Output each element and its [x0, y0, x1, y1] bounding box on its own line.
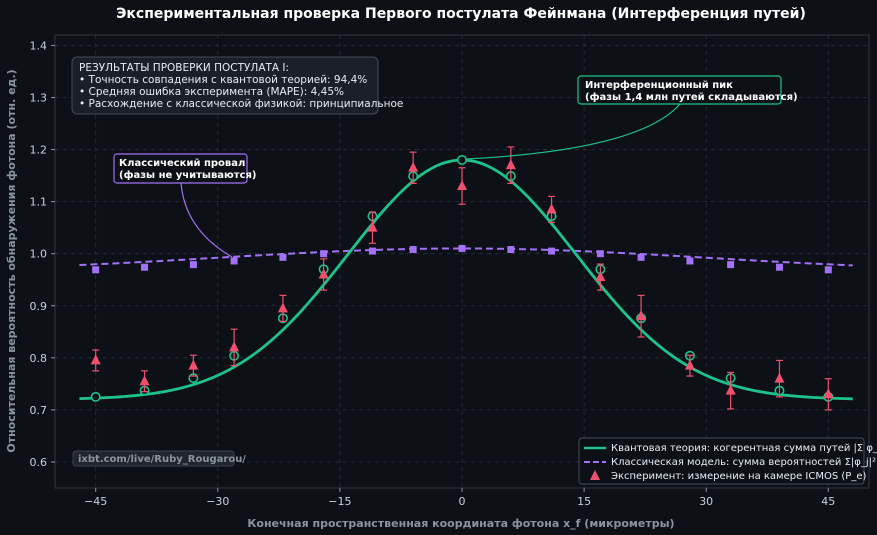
- results-box-line: • Расхождение с классической физикой: пр…: [79, 98, 403, 110]
- x-tick-label: 15: [577, 495, 591, 508]
- classical-point: [320, 250, 328, 258]
- classical-point: [596, 250, 604, 258]
- classical-point: [368, 247, 376, 255]
- annotation-classical-arrow: [180, 182, 233, 258]
- y-tick-label: 1.2: [30, 144, 48, 157]
- y-axis-ticks: 0.6 0.7 0.8 0.9 1.0 1.1 1.2 1.3 1.4: [30, 39, 55, 469]
- y-tick-label: 1.0: [30, 248, 48, 261]
- x-axis-ticks: −45 −30 −15 0 15 30 45: [84, 488, 835, 508]
- x-tick-label: 30: [699, 495, 713, 508]
- annotation-classical-line: (фазы не учитываются): [119, 169, 257, 181]
- y-tick-label: 1.3: [30, 91, 48, 104]
- classical-point: [141, 263, 149, 271]
- x-tick-label: 0: [459, 495, 466, 508]
- experiment-point: [505, 159, 516, 170]
- classical-point: [775, 263, 783, 271]
- classical-point: [686, 257, 694, 265]
- x-tick-label: 45: [821, 495, 835, 508]
- experiment-point: [684, 359, 695, 370]
- legend: Квантовая теория: когерентная сумма путе…: [578, 437, 877, 485]
- legend-classical-label: Классическая модель: сумма вероятностей …: [611, 457, 876, 468]
- y-tick-label: 1.4: [30, 39, 48, 52]
- x-tick-label: −30: [206, 495, 229, 508]
- y-tick-label: 0.6: [30, 456, 48, 469]
- experiment-point: [636, 310, 647, 321]
- experiment-point: [90, 354, 101, 365]
- classical-markers: [92, 244, 832, 274]
- annotation-peak-line: (фазы 1,4 млн путей складываются): [585, 91, 798, 103]
- annotation-classical: Классический провал (фазы не учитываются…: [113, 153, 257, 258]
- experiment-point: [457, 180, 467, 190]
- quantum-point: [90, 391, 101, 402]
- classical-point: [458, 244, 466, 252]
- experiment-point: [823, 388, 834, 399]
- y-tick-label: 1.1: [30, 196, 48, 209]
- classical-point: [409, 246, 417, 254]
- y-tick-label: 0.8: [30, 352, 48, 365]
- experiment-point: [139, 375, 150, 386]
- annotation-classical-line: Классический провал: [119, 158, 245, 169]
- results-box-title: РЕЗУЛЬТАТЫ ПРОВЕРКИ ПОСТУЛАТА I:: [79, 62, 289, 74]
- experiment-point: [229, 341, 240, 352]
- quantum-point: [456, 154, 467, 165]
- legend-experiment-label: Эксперимент: измерение на камере ICMOS (…: [611, 471, 866, 482]
- results-box-line: • Точность совпадения с квантовой теорие…: [79, 74, 367, 86]
- y-tick-label: 0.9: [30, 300, 48, 313]
- results-box: РЕЗУЛЬТАТЫ ПРОВЕРКИ ПОСТУЛАТА I: • Точно…: [71, 56, 403, 115]
- legend-quantum-label: Квантовая теория: когерентная сумма путе…: [611, 443, 877, 454]
- y-tick-label: 0.7: [30, 404, 48, 417]
- experiment-point: [188, 359, 199, 370]
- classical-point: [507, 246, 515, 254]
- x-axis-label: Конечная пространственная координата фот…: [247, 517, 674, 530]
- experiment-point: [725, 384, 736, 395]
- legend-frame: [578, 437, 865, 485]
- results-box-frame: [71, 56, 379, 115]
- classical-point: [548, 247, 556, 255]
- watermark: ixbt.com/live/Ruby_Rougarou/: [72, 450, 246, 467]
- experiment-point: [546, 203, 557, 214]
- experiment-markers: [90, 146, 834, 411]
- classical-point: [230, 257, 238, 265]
- legend-experiment-swatch: [590, 470, 600, 480]
- experiment-point: [774, 372, 785, 383]
- classical-point: [279, 253, 287, 261]
- annotation-peak: Интерференционный пик (фазы 1,4 млн путе…: [466, 75, 798, 160]
- classical-point: [824, 266, 832, 274]
- classical-point: [637, 253, 645, 261]
- y-axis-label: Относительная вероятность обнаружения фо…: [5, 69, 18, 452]
- classical-point: [92, 266, 100, 274]
- x-tick-label: −15: [328, 495, 351, 508]
- annotation-peak-arrow: [466, 103, 681, 160]
- experiment-point: [277, 302, 288, 313]
- classical-curve: [79, 247, 853, 267]
- experiment-point: [408, 161, 419, 172]
- chart-title: Экспериментальная проверка Первого посту…: [116, 6, 806, 22]
- x-tick-label: −45: [84, 495, 107, 508]
- results-box-line: • Средняя ошибка эксперимента (MAPE): 4,…: [79, 86, 344, 98]
- annotation-peak-frame: [577, 75, 782, 105]
- experiment-point: [367, 221, 378, 232]
- annotation-peak-line: Интерференционный пик: [585, 79, 733, 91]
- watermark-text: ixbt.com/live/Ruby_Rougarou/: [78, 454, 246, 465]
- annotation-classical-frame: [113, 153, 248, 184]
- experiment-point: [595, 271, 606, 282]
- classical-point: [189, 261, 197, 269]
- classical-point: [727, 261, 735, 269]
- watermark-frame: [72, 450, 235, 467]
- experiment-point: [318, 268, 329, 279]
